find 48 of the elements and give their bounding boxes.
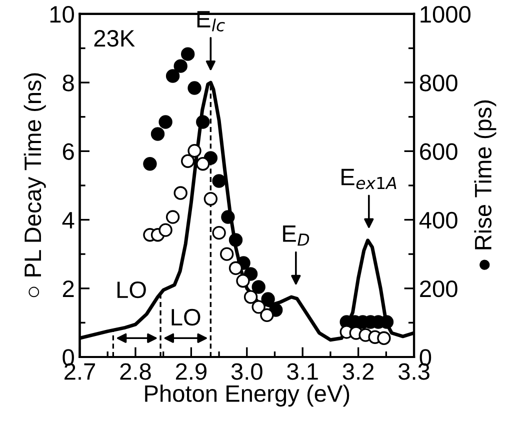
point (244, 290, 258, 304)
point (196, 157, 210, 171)
x-tick-label: 3.1 (287, 363, 318, 380)
point (143, 157, 157, 171)
point (212, 226, 226, 240)
y2-tick-label: 400 (419, 212, 458, 229)
y-axis-title: ○ PL Decay Time (ns) (24, 73, 46, 298)
y-tick-label: 4 (62, 212, 74, 228)
point (252, 300, 266, 314)
annotation: 23K (94, 30, 135, 47)
annotation: E$_{D}$ (283, 226, 310, 246)
y2-axis-title: ● Rise Time (ps) (474, 100, 496, 270)
x-axis-title: Photon Energy (eV) (145, 384, 350, 407)
y2-tick-label: 600 (420, 143, 458, 160)
point (158, 115, 172, 129)
point (174, 59, 188, 73)
point (174, 186, 188, 200)
y2-tick-label: 800 (420, 74, 458, 92)
point (204, 192, 218, 206)
y-tick-label: 2 (62, 280, 74, 297)
y2-tick-label: 200 (420, 280, 458, 298)
point (252, 280, 266, 294)
x-tick-label: 3.0 (231, 363, 262, 380)
point (150, 127, 165, 141)
x-tick-label: 2.8 (120, 363, 151, 380)
point (220, 247, 234, 261)
y2-tick-label: 1000 (420, 6, 470, 23)
y-tick-label: 6 (62, 143, 74, 160)
y-tick-label: 10 (50, 6, 74, 23)
point (158, 223, 172, 237)
annotation: E$_{ex1A}$ (342, 168, 396, 190)
point (236, 274, 250, 288)
point (377, 331, 391, 345)
point (260, 308, 274, 322)
y-tick-label: 8 (62, 74, 74, 92)
point (180, 47, 195, 61)
point (188, 144, 202, 158)
point (166, 69, 180, 83)
x-tick-label: 2.9 (176, 363, 206, 380)
point (166, 210, 180, 224)
point (228, 261, 243, 275)
annotation: E$_{lc}$ (197, 11, 225, 32)
annotation: LO (117, 281, 146, 298)
point (188, 81, 202, 95)
point (180, 154, 195, 168)
point (212, 174, 226, 188)
x-tick-label: 3.2 (342, 363, 374, 380)
annotation: LO (172, 308, 200, 326)
